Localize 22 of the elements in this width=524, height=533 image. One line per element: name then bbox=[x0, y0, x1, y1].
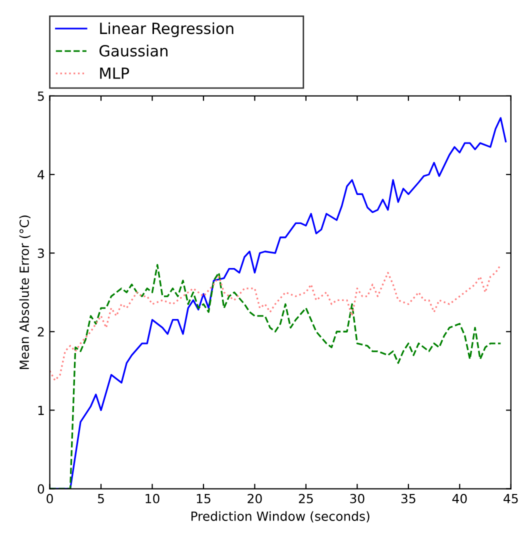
y-tick-label: 0 bbox=[38, 484, 44, 494]
x-tick-label: 30 bbox=[350, 494, 364, 504]
legend-label: Linear Regression bbox=[100, 22, 234, 38]
x-tick-label: 10 bbox=[146, 494, 160, 504]
y-tick-label: 1 bbox=[38, 406, 44, 415]
x-tick-label: 35 bbox=[401, 494, 416, 504]
x-axis-title: Prediction Window (seconds) bbox=[191, 511, 370, 522]
x-tick-label: 5 bbox=[98, 494, 104, 504]
x-tick-label: 40 bbox=[452, 494, 467, 504]
y-tick-label: 3 bbox=[38, 248, 44, 258]
x-tick-label: 25 bbox=[298, 494, 313, 504]
legend-label: Gaussian bbox=[100, 44, 168, 57]
x-tick-label: 20 bbox=[248, 494, 262, 504]
x-tick-label: 45 bbox=[504, 494, 518, 504]
x-tick-label: 0 bbox=[46, 494, 53, 504]
x-tick-label: 15 bbox=[196, 494, 210, 504]
y-tick-label: 5 bbox=[38, 92, 44, 101]
legend-label: MLP bbox=[100, 68, 130, 79]
line-series bbox=[50, 264, 502, 382]
y-axis-title: Mean Absolute Error (°C) bbox=[19, 216, 30, 370]
y-tick-label: 2 bbox=[38, 327, 44, 336]
y-tick-label: 4 bbox=[38, 170, 44, 180]
